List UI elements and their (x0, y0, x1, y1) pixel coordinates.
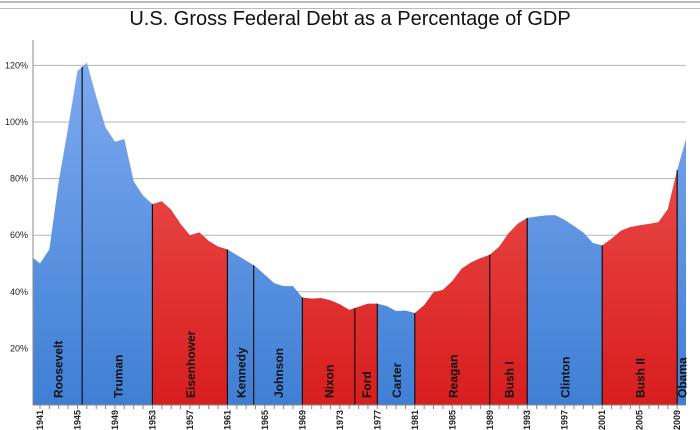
president-label: Clinton (559, 357, 573, 398)
y-tick-label: 60% (10, 230, 28, 240)
x-tick-label: 1973 (335, 410, 345, 430)
x-tick-label: 1949 (110, 410, 120, 430)
term-area-bush-ii (602, 170, 678, 405)
president-label: Ford (360, 371, 374, 398)
president-label: Bush I (503, 361, 517, 398)
president-label: Truman (111, 355, 125, 398)
top-border (0, 1, 700, 3)
top-border-inner (0, 8, 700, 9)
x-tick-label: 1993 (522, 410, 532, 430)
y-tick-label: 120% (5, 60, 28, 70)
y-tick-label: 40% (10, 287, 28, 297)
president-label: Obama (676, 357, 690, 398)
term-area-johnson (253, 265, 303, 405)
x-tick-label: 1969 (297, 410, 307, 430)
term-area-obama (677, 138, 686, 406)
x-tick-label: 1985 (447, 410, 457, 430)
chart-title: U.S. Gross Federal Debt as a Percentage … (129, 8, 571, 30)
term-area-reagan (414, 254, 490, 405)
x-tick-label: 2001 (597, 410, 607, 430)
x-tick-label: 1981 (410, 410, 420, 430)
x-tick-label: 1989 (485, 410, 495, 430)
x-tick-label: 1953 (147, 410, 157, 430)
term-area-clinton (527, 215, 603, 405)
president-label: Nixon (323, 365, 337, 398)
x-tick-label: 1977 (372, 410, 382, 430)
x-tick-label: 1961 (222, 410, 232, 430)
president-label: Kennedy (235, 347, 249, 398)
y-tick-label: 100% (5, 117, 28, 127)
president-label: Bush II (634, 358, 648, 398)
x-tick-label: 2009 (672, 410, 682, 430)
president-label: Roosevelt (52, 341, 66, 398)
x-tick-label: 2005 (635, 410, 645, 430)
term-area-nixon (302, 297, 355, 405)
president-label: Johnson (272, 348, 286, 398)
x-tick-label: 1941 (35, 410, 45, 430)
y-tick-label: 20% (10, 343, 28, 353)
president-label: Reagan (446, 355, 460, 398)
y-tick-label: 80% (10, 174, 28, 184)
x-tick-label: 1945 (72, 410, 82, 430)
term-area-roosevelt (33, 66, 83, 405)
term-area-carter (377, 303, 415, 405)
term-area-truman (82, 62, 153, 405)
term-area-kennedy (227, 249, 254, 405)
term-area-eisenhower (152, 201, 228, 405)
x-tick-label: 1965 (260, 410, 270, 430)
x-tick-label: 1957 (185, 410, 195, 430)
term-area-bush-i (489, 217, 528, 405)
term-area-ford (354, 303, 378, 405)
president-label: Carter (390, 362, 404, 398)
x-tick-label: 1997 (560, 410, 570, 430)
president-label: Eisenhower (184, 330, 198, 398)
